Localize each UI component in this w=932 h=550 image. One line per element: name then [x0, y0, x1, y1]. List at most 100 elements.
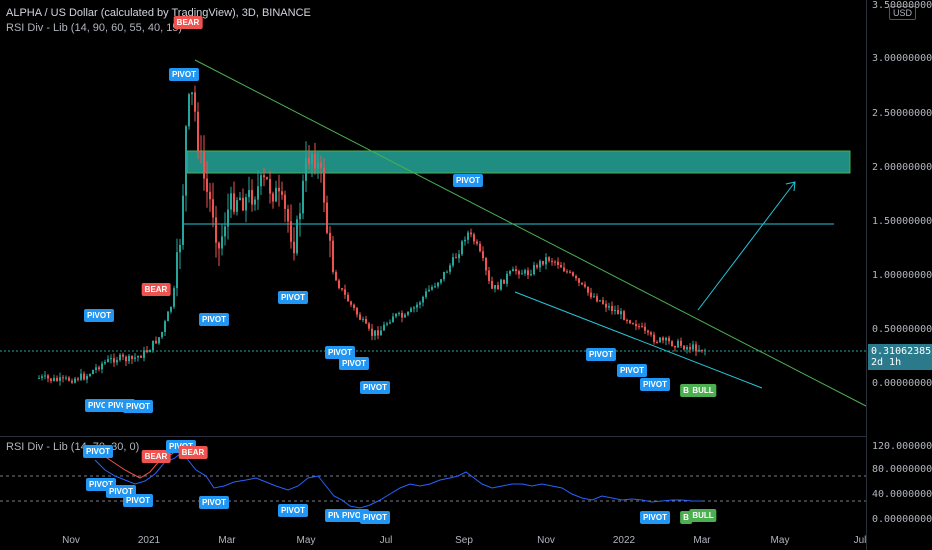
pivot-marker[interactable]: PIVOT: [277, 291, 309, 304]
rsi-bear-marker[interactable]: BEAR: [178, 446, 208, 459]
candle-body: [386, 323, 388, 325]
rsi-pivot-marker[interactable]: PIVOT: [198, 496, 230, 509]
candle-body: [443, 271, 445, 280]
candle-body: [152, 340, 154, 351]
rsi-line: [94, 451, 702, 509]
candle-body: [356, 307, 358, 315]
candle-body: [98, 367, 100, 370]
candle-body: [215, 217, 217, 243]
candle-body: [605, 303, 607, 308]
candle-body: [368, 323, 370, 329]
pivot-marker[interactable]: PIVOT: [122, 400, 154, 413]
rsi-pivot-marker[interactable]: PIVOT: [122, 494, 154, 507]
pivot-marker[interactable]: PIVOT: [639, 378, 671, 391]
candle-body: [572, 272, 574, 276]
candle-body: [167, 311, 169, 322]
candle-body: [617, 309, 619, 315]
candle-body: [194, 92, 196, 112]
candle-body: [296, 219, 298, 254]
candle-body: [674, 345, 676, 348]
candle-body: [200, 151, 202, 153]
candle-body: [293, 241, 295, 254]
pivot-marker[interactable]: PIVOT: [83, 309, 115, 322]
rsi-bear-marker[interactable]: BEAR: [141, 450, 171, 463]
candle-body: [452, 257, 454, 266]
candle-body: [185, 126, 187, 196]
candle-body: [65, 377, 67, 379]
candle-body: [50, 378, 52, 381]
candle-body: [665, 337, 667, 341]
candle-body: [641, 326, 643, 328]
time-axis-label: May: [770, 535, 790, 546]
rsi-indicator-title[interactable]: RSI Div - Lib (14, 70, 30, 0): [6, 441, 140, 453]
candle-body: [659, 337, 661, 343]
candle-body: [401, 312, 403, 318]
candle-body: [56, 377, 58, 381]
rsi-pivot-marker[interactable]: PIVOT: [82, 445, 114, 458]
candle-body: [176, 252, 178, 289]
rsi-bull-marker-short[interactable]: B: [680, 511, 692, 524]
pivot-marker[interactable]: PIVOT: [452, 174, 484, 187]
candle-body: [602, 300, 604, 304]
candlesticks: [38, 85, 706, 386]
pivot-marker[interactable]: PIVOT: [338, 357, 370, 370]
rsi-pivot-marker[interactable]: PIVOT: [277, 504, 309, 517]
candle-body: [158, 337, 160, 344]
candle-body: [395, 313, 397, 317]
currency-tag[interactable]: USD: [889, 6, 917, 20]
candle-body: [236, 200, 238, 212]
candle-body: [335, 272, 337, 281]
indicator-title[interactable]: RSI Div - Lib (14, 90, 60, 55, 40, 15): [6, 22, 183, 34]
candle-body: [104, 362, 106, 364]
pane-separator: [0, 436, 866, 437]
candle-body: [38, 377, 40, 379]
candle-body: [680, 340, 682, 346]
time-axis-label: May: [296, 535, 316, 546]
candle-body: [230, 193, 232, 210]
pivot-marker[interactable]: PIVOT: [585, 348, 617, 361]
candle-body: [119, 354, 121, 361]
price-chart[interactable]: [0, 0, 866, 436]
candle-body: [566, 271, 568, 273]
candle-body: [101, 363, 103, 370]
candle-body: [347, 294, 349, 302]
candle-body: [272, 193, 274, 202]
symbol-title[interactable]: ALPHA / US Dollar (calculated by Trading…: [6, 7, 311, 19]
candle-body: [440, 279, 442, 283]
candle-body: [404, 314, 406, 318]
candle-body: [308, 157, 310, 165]
pivot-marker[interactable]: PIVOT: [359, 381, 391, 394]
pivot-marker[interactable]: PIVOT: [616, 364, 648, 377]
bear-marker[interactable]: BEAR: [173, 16, 203, 29]
candle-body: [554, 261, 556, 263]
candle-body: [314, 153, 316, 169]
candle-body: [482, 251, 484, 259]
candle-body: [398, 312, 400, 314]
candle-body: [260, 175, 262, 187]
candle-body: [374, 330, 376, 336]
rsi-pivot-marker[interactable]: PIVOT: [359, 511, 391, 524]
pivot-marker[interactable]: PIVOT: [198, 313, 230, 326]
bull-marker-short[interactable]: B: [680, 384, 692, 397]
candle-body: [83, 373, 85, 380]
candle-body: [320, 162, 322, 168]
candle-body: [458, 254, 460, 259]
candle-body: [188, 94, 190, 127]
candle-body: [644, 326, 646, 331]
candle-body: [239, 197, 241, 201]
candle-body: [683, 345, 685, 350]
bull-marker[interactable]: BULL: [689, 384, 717, 397]
candle-body: [248, 190, 250, 198]
candle-body: [671, 341, 673, 346]
candle-body: [425, 291, 427, 297]
candle-body: [182, 195, 184, 245]
candle-body: [227, 209, 229, 227]
bear-marker[interactable]: BEAR: [141, 283, 171, 296]
candle-body: [242, 197, 244, 211]
pivot-marker[interactable]: PIVOT: [168, 68, 200, 81]
candle-body: [311, 153, 313, 165]
candle-body: [365, 319, 367, 324]
rsi-pivot-marker[interactable]: PIVOT: [639, 511, 671, 524]
rsi-bull-marker[interactable]: BULL: [689, 509, 717, 522]
pivot-marker[interactable]: PIVOT: [324, 346, 356, 359]
